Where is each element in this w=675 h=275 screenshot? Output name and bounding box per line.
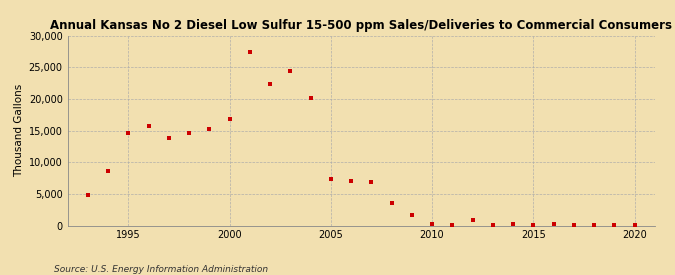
Point xyxy=(609,223,620,227)
Point xyxy=(386,200,397,205)
Point xyxy=(305,95,316,100)
Point xyxy=(325,177,336,182)
Text: Source: U.S. Energy Information Administration: Source: U.S. Energy Information Administ… xyxy=(54,265,268,274)
Title: Annual Kansas No 2 Diesel Low Sulfur 15-500 ppm Sales/Deliveries to Commercial C: Annual Kansas No 2 Diesel Low Sulfur 15-… xyxy=(50,19,672,32)
Point xyxy=(487,223,498,227)
Point xyxy=(204,127,215,131)
Point xyxy=(508,222,518,226)
Point xyxy=(82,193,93,197)
Point xyxy=(123,131,134,135)
Point xyxy=(224,116,235,121)
Point xyxy=(548,222,559,226)
Point xyxy=(163,135,174,140)
Point xyxy=(467,218,478,222)
Point xyxy=(589,223,599,227)
Point xyxy=(143,123,154,128)
Point xyxy=(406,213,417,218)
Point xyxy=(447,223,458,227)
Point xyxy=(103,169,113,173)
Point xyxy=(285,68,296,73)
Point xyxy=(528,223,539,227)
Point xyxy=(244,50,255,54)
Point xyxy=(346,178,356,183)
Point xyxy=(366,180,377,185)
Point xyxy=(427,221,437,226)
Point xyxy=(568,223,579,227)
Y-axis label: Thousand Gallons: Thousand Gallons xyxy=(14,84,24,177)
Point xyxy=(629,223,640,227)
Point xyxy=(265,82,275,87)
Point xyxy=(184,131,194,135)
